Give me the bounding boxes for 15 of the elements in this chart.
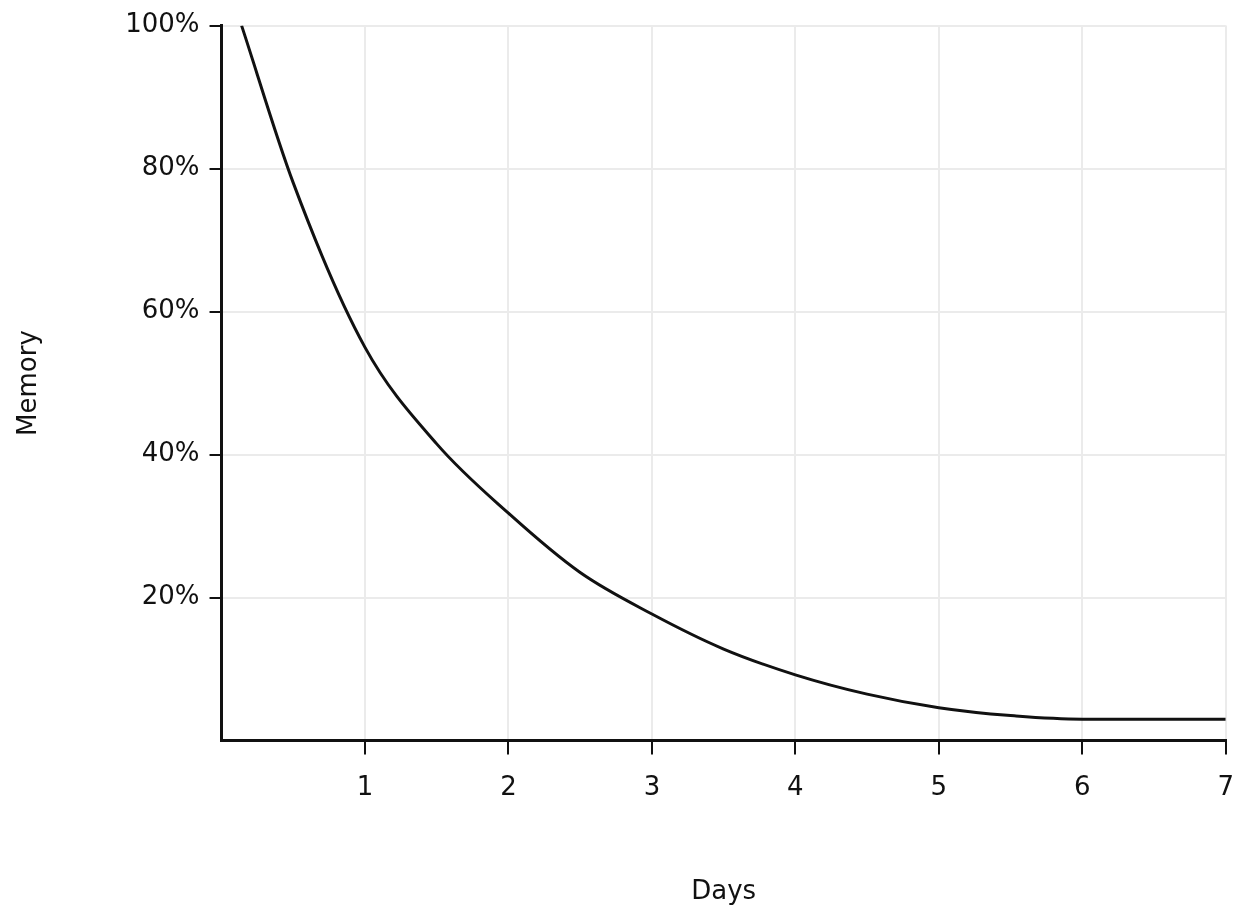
y-tick-label: 80% (141, 151, 200, 182)
x-tick-label: 3 (643, 770, 661, 801)
y-tick-label: 60% (141, 294, 200, 325)
y-tick-label: 40% (141, 437, 200, 468)
y-axis-title: Memory (12, 330, 43, 436)
y-tick-label: 20% (141, 580, 200, 611)
x-tick-label: 6 (1074, 770, 1091, 801)
x-tick-label: 5 (930, 770, 948, 801)
x-axis-title: Days (691, 875, 757, 906)
x-tick-label: 7 (1217, 770, 1234, 801)
x-tick-label: 4 (787, 770, 804, 801)
x-tick-label: 1 (356, 770, 374, 801)
x-tick-label: 2 (500, 770, 517, 801)
line-series (240, 25, 1226, 721)
y-tick-label: 100% (125, 8, 200, 39)
